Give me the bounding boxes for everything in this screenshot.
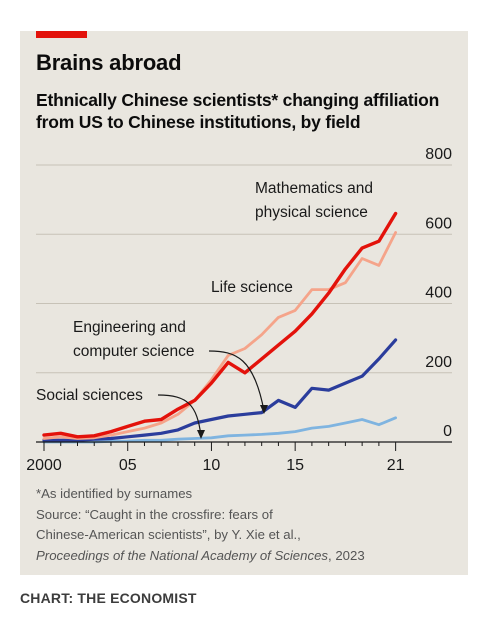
chart-title: Brains abroad <box>36 50 182 75</box>
brand-red-bar <box>36 31 87 38</box>
pointer-social-head <box>197 430 205 439</box>
x-tick-label: 15 <box>286 457 304 474</box>
y-tick-label: 600 <box>425 215 452 232</box>
footnote-text: *As identified by surnames <box>36 486 193 501</box>
source-line-3: Proceedings of the National Academy of S… <box>36 546 466 567</box>
x-tick-label: 21 <box>387 457 405 474</box>
chart-subtitle: Ethnically Chinese scientists* changing … <box>36 90 440 132</box>
source-year: , 2023 <box>328 547 365 563</box>
pointer-engineering-head <box>260 405 268 414</box>
footnote-block: *As identified by surnames Source: “Caug… <box>36 484 466 566</box>
annotation-math-line1: Mathematics and <box>255 180 373 197</box>
annotation-math-line2: physical science <box>255 204 368 221</box>
x-tick-label: 2000 <box>26 457 62 474</box>
pointer-engineering <box>208 350 265 412</box>
x-tick-label: 10 <box>203 457 221 474</box>
source-line-2: Chinese-American scientists”, by Y. Xie … <box>36 527 301 542</box>
annotation-social: Social sciences <box>36 387 143 404</box>
pointer-social <box>157 394 202 437</box>
source-journal: Proceedings of the National Academy of S… <box>36 547 328 563</box>
annotation-eng-line2: computer science <box>73 343 194 360</box>
y-tick-label: 800 <box>425 146 452 163</box>
x-tick-label: 05 <box>119 457 137 474</box>
annotation-life: Life science <box>211 279 293 296</box>
chart-credit: CHART: THE ECONOMIST <box>20 590 197 606</box>
annotation-eng-line1: Engineering and <box>73 319 186 336</box>
series-line-life-science <box>42 231 398 440</box>
y-tick-label: 400 <box>425 285 452 302</box>
series-line-engineering-and-computer-science <box>42 338 398 442</box>
y-tick-label: 0 <box>443 423 452 440</box>
source-line-1: Source: “Caught in the crossfire: fears … <box>36 506 273 522</box>
y-tick-label: 200 <box>425 354 452 371</box>
series-line-mathematics-and-physical-science <box>42 211 398 439</box>
